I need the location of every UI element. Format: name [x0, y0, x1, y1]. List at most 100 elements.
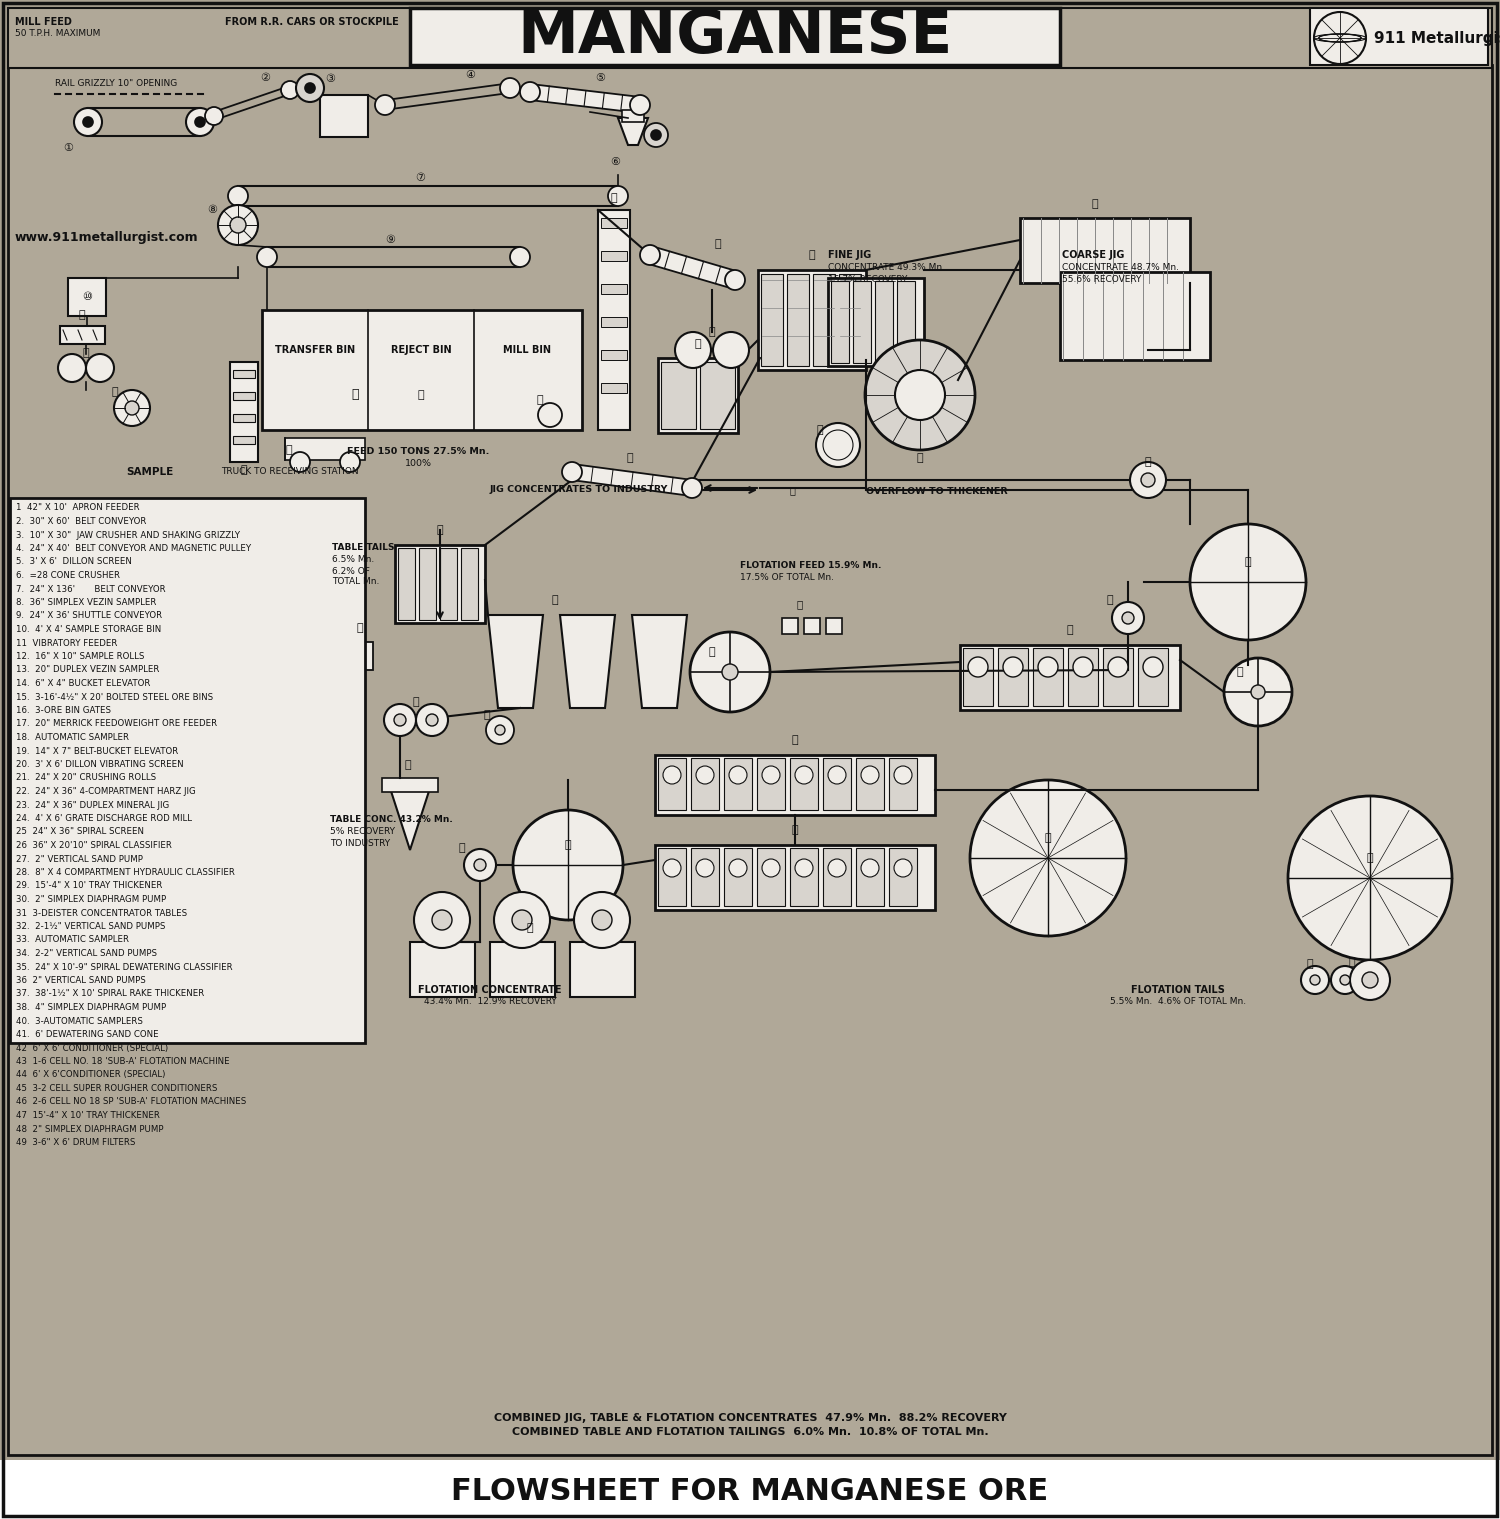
Text: SAMPLE: SAMPLE [126, 466, 174, 477]
Text: CONCENTRATE 48.7% Mn.: CONCENTRATE 48.7% Mn. [1062, 263, 1179, 272]
Text: ⑨: ⑨ [386, 235, 394, 245]
Bar [824, 758, 850, 810]
Text: 29.  15'-4" X 10' TRAY THICKENER: 29. 15'-4" X 10' TRAY THICKENER [16, 881, 162, 890]
Text: ㊹: ㊹ [1348, 957, 1356, 968]
Circle shape [592, 910, 612, 930]
Text: 32.  2-1½" VERTICAL SAND PUMPS: 32. 2-1½" VERTICAL SAND PUMPS [16, 922, 165, 931]
Circle shape [1072, 658, 1094, 677]
Circle shape [630, 96, 650, 115]
Polygon shape [530, 84, 640, 112]
Text: ②: ② [260, 73, 270, 84]
Bar [602, 349, 627, 360]
Text: 5% RECOVERY: 5% RECOVERY [330, 828, 394, 837]
Circle shape [464, 849, 496, 881]
Text: ㉑: ㉑ [708, 327, 716, 337]
Circle shape [1224, 658, 1292, 726]
Text: 49  3-6" X 6' DRUM FILTERS: 49 3-6" X 6' DRUM FILTERS [16, 1138, 135, 1147]
Text: 10.  4' X 4' SAMPLE STORAGE BIN: 10. 4' X 4' SAMPLE STORAGE BIN [16, 624, 162, 633]
Text: 20.  3' X 6' DILLON VIBRATING SCREEN: 20. 3' X 6' DILLON VIBRATING SCREEN [16, 760, 183, 769]
Bar [656, 845, 934, 910]
Bar [790, 758, 818, 810]
Circle shape [724, 270, 746, 290]
Circle shape [690, 632, 770, 712]
Bar [232, 436, 255, 444]
Circle shape [290, 453, 310, 472]
Bar [790, 848, 818, 905]
Text: 16.  3-ORE BIN GATES: 16. 3-ORE BIN GATES [16, 706, 111, 715]
Bar [232, 415, 255, 422]
Circle shape [256, 248, 278, 267]
Polygon shape [338, 97, 345, 108]
Bar [460, 548, 478, 620]
Bar [804, 618, 820, 633]
Text: 47  15'-4" X 10' TRAY THICKENER: 47 15'-4" X 10' TRAY THICKENER [16, 1110, 160, 1120]
Text: COMBINED JIG, TABLE & FLOTATION CONCENTRATES  47.9% Mn.  88.2% RECOVERY: COMBINED JIG, TABLE & FLOTATION CONCENTR… [494, 1413, 1006, 1423]
Circle shape [1340, 975, 1350, 984]
Text: ㊻: ㊻ [792, 825, 798, 835]
Bar [760, 273, 783, 366]
Text: TRANSFER BIN: TRANSFER BIN [274, 345, 356, 355]
Text: ㉓: ㉓ [694, 339, 702, 349]
Circle shape [574, 892, 630, 948]
Text: 33.  AUTOMATIC SAMPLER: 33. AUTOMATIC SAMPLER [16, 936, 129, 945]
Circle shape [865, 340, 975, 450]
Circle shape [663, 860, 681, 876]
Bar [1060, 272, 1211, 360]
Circle shape [414, 892, 470, 948]
Bar [490, 942, 555, 996]
Bar [232, 392, 255, 399]
Bar [262, 310, 582, 430]
Circle shape [538, 403, 562, 427]
Circle shape [828, 860, 846, 876]
Bar [813, 273, 836, 366]
Text: 5.  3' X 6'  DILLON SCREEN: 5. 3' X 6' DILLON SCREEN [16, 557, 132, 567]
Circle shape [114, 390, 150, 425]
Circle shape [432, 910, 451, 930]
Bar [398, 548, 416, 620]
Text: ⑪: ⑪ [78, 310, 86, 321]
Text: ㊶: ㊶ [405, 760, 411, 770]
Circle shape [712, 333, 748, 368]
Text: ㉙: ㉙ [1245, 557, 1251, 567]
Circle shape [230, 217, 246, 232]
Text: 6.5% Mn.: 6.5% Mn. [332, 556, 375, 565]
Bar [700, 362, 735, 428]
Text: 1  42" X 10'  APRON FEEDER: 1 42" X 10' APRON FEEDER [16, 503, 140, 512]
Text: 15.7% RECOVERY: 15.7% RECOVERY [828, 275, 908, 284]
Circle shape [520, 82, 540, 102]
Circle shape [513, 810, 622, 921]
Text: 55.6% RECOVERY: 55.6% RECOVERY [1062, 275, 1142, 284]
Bar [598, 210, 630, 430]
Text: 3.  10" X 30"  JAW CRUSHER AND SHAKING GRIZZLY: 3. 10" X 30" JAW CRUSHER AND SHAKING GRI… [16, 530, 240, 539]
Bar [1020, 219, 1190, 283]
Text: RAIL GRIZZLY 10" OPENING: RAIL GRIZZLY 10" OPENING [56, 79, 177, 88]
Circle shape [762, 860, 780, 876]
Circle shape [74, 108, 102, 137]
Text: MILL FEED: MILL FEED [15, 17, 72, 27]
Bar [345, 643, 374, 670]
Text: ㉛: ㉛ [552, 595, 558, 605]
Circle shape [495, 725, 506, 735]
Circle shape [280, 81, 298, 99]
Circle shape [375, 96, 394, 115]
Text: ③: ③ [326, 74, 334, 84]
Bar [1138, 649, 1168, 706]
Text: ㊱: ㊱ [483, 709, 490, 720]
Text: 911 Metallurgist: 911 Metallurgist [1374, 30, 1500, 46]
Text: 17.  20" MERRICK FEEDOWEIGHT ORE FEEDER: 17. 20" MERRICK FEEDOWEIGHT ORE FEEDER [16, 720, 217, 729]
Text: 31  3-DEISTER CONCENTRATOR TABLES: 31 3-DEISTER CONCENTRATOR TABLES [16, 908, 188, 917]
Circle shape [1288, 796, 1452, 960]
Text: 48  2" SIMPLEX DIAPHRAGM PUMP: 48 2" SIMPLEX DIAPHRAGM PUMP [16, 1124, 164, 1133]
Text: ㊸: ㊸ [1366, 854, 1374, 863]
Bar [1310, 8, 1488, 65]
Polygon shape [632, 615, 687, 708]
Circle shape [1004, 658, 1023, 677]
Circle shape [970, 779, 1126, 936]
Circle shape [426, 714, 438, 726]
Text: ⑮: ⑮ [351, 389, 358, 401]
Text: 2.  30" X 60'  BELT CONVEYOR: 2. 30" X 60' BELT CONVEYOR [16, 516, 147, 526]
Circle shape [663, 766, 681, 784]
Text: FLOWSHEET FOR MANGANESE ORE: FLOWSHEET FOR MANGANESE ORE [452, 1478, 1048, 1507]
Text: 4.  24" X 40'  BELT CONVEYOR AND MAGNETIC PULLEY: 4. 24" X 40' BELT CONVEYOR AND MAGNETIC … [16, 544, 250, 553]
Bar [230, 362, 258, 462]
